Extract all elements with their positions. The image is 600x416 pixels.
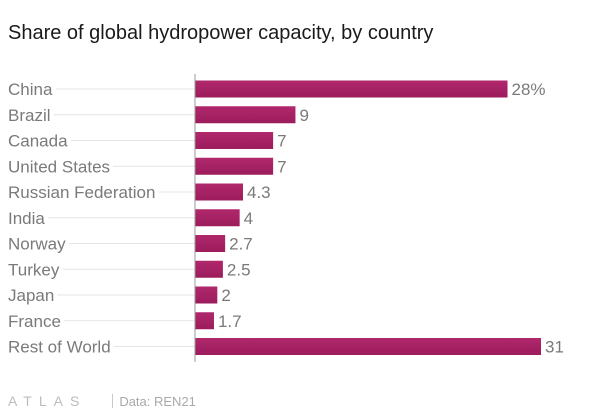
- value-label-france: 1.7: [218, 312, 242, 331]
- label-mask-canada: [6, 131, 72, 151]
- footer-divider: [112, 394, 114, 408]
- value-label-united-states: 7: [277, 157, 286, 176]
- bars-group: [195, 80, 541, 355]
- label-mask-rest-of-world: [6, 337, 114, 357]
- category-label-russian-federation: Russian Federation: [8, 183, 155, 202]
- label-mask-brazil: [6, 105, 54, 125]
- bar-brazil: [195, 106, 296, 124]
- category-label-rest-of-world: Rest of World: [8, 338, 111, 357]
- category-label-china: China: [8, 80, 53, 99]
- bar-france: [195, 312, 214, 330]
- bar-china: [195, 80, 508, 98]
- value-label-brazil: 9: [299, 106, 308, 125]
- category-label-india: India: [8, 209, 45, 228]
- category-label-norway: Norway: [8, 235, 66, 254]
- label-mask-china: [6, 80, 56, 99]
- atlas-logo: ATLAS: [8, 393, 87, 409]
- bar-turkey: [195, 260, 223, 278]
- category-label-turkey: Turkey: [8, 260, 60, 279]
- category-labels: China Brazil Canada United States Russian Fe…: [6, 80, 159, 357]
- value-label-canada: 7: [277, 132, 286, 151]
- bar-russian-federation: [195, 183, 243, 201]
- value-label-rest-of-world: 31: [545, 338, 564, 357]
- bar-united-states: [195, 157, 274, 175]
- chart-title: Share of global hydropower capacity, by …: [8, 22, 434, 44]
- bar-india: [195, 209, 240, 227]
- bar-canada: [195, 132, 274, 149]
- bar-rest-of-world: [195, 338, 541, 355]
- label-mask-norway: [6, 234, 70, 254]
- category-label-brazil: Brazil: [8, 106, 51, 125]
- bar-japan: [195, 286, 218, 304]
- value-label-turkey: 2.5: [227, 260, 251, 279]
- bar-norway: [195, 235, 226, 252]
- category-label-canada: Canada: [8, 132, 68, 151]
- label-mask-russian-federation: [6, 183, 159, 202]
- source-note: Data: REN21: [119, 393, 196, 409]
- value-label-norway: 2.7: [229, 235, 253, 254]
- label-mask-france: [6, 311, 64, 331]
- value-label-china: 28%: [512, 80, 546, 99]
- category-label-japan: Japan: [8, 286, 54, 305]
- value-label-japan: 2: [221, 286, 230, 305]
- label-mask-united-states: [6, 157, 114, 177]
- label-mask-japan: [6, 286, 58, 305]
- label-mask-india: [6, 208, 49, 228]
- footer: ATLAS Data: REN21: [8, 392, 196, 410]
- value-label-russian-federation: 4.3: [247, 183, 271, 202]
- category-label-france: France: [8, 312, 61, 331]
- value-label-india: 4: [244, 209, 253, 228]
- label-mask-turkey: [6, 260, 63, 280]
- category-label-united-states: United States: [8, 157, 110, 176]
